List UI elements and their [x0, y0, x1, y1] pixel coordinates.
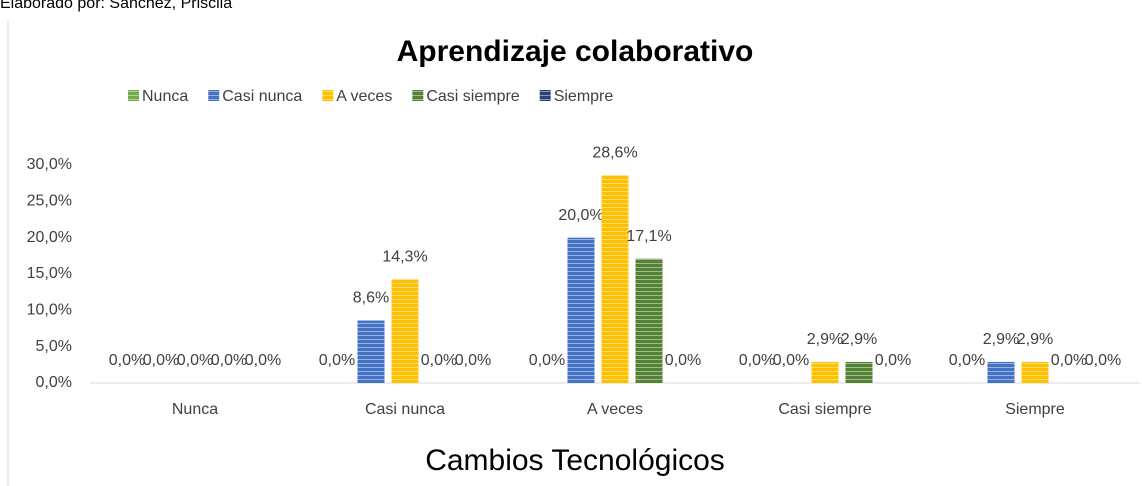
data-label: 0,0%: [773, 352, 809, 369]
data-label: 28,6%: [592, 144, 637, 161]
bar: [391, 279, 419, 383]
data-label: 0,0%: [455, 352, 491, 369]
data-label: 20,0%: [558, 207, 603, 224]
legend-swatch: [322, 90, 334, 101]
data-label: 17,1%: [626, 228, 671, 245]
data-label: 0,0%: [245, 352, 281, 369]
legend-label: Siempre: [554, 88, 614, 105]
data-label: 0,0%: [739, 352, 775, 369]
legend-swatch: [539, 90, 551, 101]
bar: [357, 320, 385, 383]
y-tick-label: 10,0%: [27, 302, 72, 319]
bar: [845, 361, 873, 383]
legend-label: A veces: [336, 88, 392, 105]
data-label: 0,0%: [319, 352, 355, 369]
bar: [987, 361, 1015, 383]
data-label: 2,9%: [1017, 331, 1053, 348]
data-label: 2,9%: [841, 331, 877, 348]
y-tick-label: 15,0%: [27, 265, 72, 282]
legend-label: Casi nunca: [222, 88, 302, 105]
y-tick-label: 5,0%: [36, 338, 72, 355]
legend-label: Nunca: [142, 88, 188, 105]
data-label: 0,0%: [421, 352, 457, 369]
data-label: 2,9%: [807, 331, 843, 348]
data-label: 0,0%: [875, 352, 911, 369]
bar: [1021, 361, 1049, 383]
data-label: 0,0%: [1051, 352, 1087, 369]
y-tick-label: 20,0%: [27, 229, 72, 246]
legend-swatch: [208, 90, 220, 101]
data-label: 0,0%: [109, 352, 145, 369]
y-tick-label: 30,0%: [27, 156, 72, 173]
data-label: 0,0%: [177, 352, 213, 369]
data-label: 0,0%: [529, 352, 565, 369]
legend-label: Casi siempre: [426, 88, 519, 105]
x-tick-label: Siempre: [1005, 401, 1065, 418]
legend-swatch: [412, 90, 424, 101]
bar: [811, 361, 839, 383]
bar: [567, 237, 595, 383]
x-tick-label: A veces: [587, 401, 643, 418]
data-label: 8,6%: [353, 290, 389, 307]
bar: [635, 258, 663, 383]
data-label: 2,9%: [983, 331, 1019, 348]
chart-title: Aprendizaje colaborativo: [397, 35, 754, 68]
caption: Elaborado por: Sanchez, Priscila: [0, 0, 232, 12]
data-label: 0,0%: [949, 352, 985, 369]
data-label: 14,3%: [382, 248, 427, 265]
data-label: 0,0%: [211, 352, 247, 369]
y-tick-label: 25,0%: [27, 193, 72, 210]
data-label: 0,0%: [1085, 352, 1121, 369]
legend-swatch: [128, 90, 139, 101]
data-label: 0,0%: [665, 352, 701, 369]
x-axis-label: Cambios Tecnológicos: [425, 444, 725, 477]
y-tick-label: 0,0%: [36, 374, 72, 391]
x-tick-label: Casi nunca: [365, 401, 445, 418]
x-tick-label: Casi siempre: [778, 401, 871, 418]
data-label: 0,0%: [143, 352, 179, 369]
bar: [601, 175, 629, 383]
x-tick-label: Nunca: [172, 401, 218, 418]
